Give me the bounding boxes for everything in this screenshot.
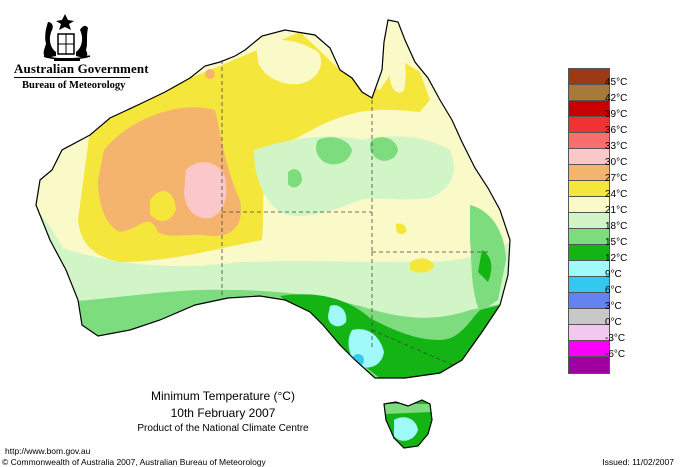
issued-date: Issued: 11/02/2007 (602, 457, 674, 467)
mainland-coastline (35, 19, 511, 379)
legend-swatch (569, 341, 609, 357)
legend-swatch (569, 181, 609, 197)
legend-swatch (569, 309, 609, 325)
legend-tick-label: 21°C (605, 205, 628, 216)
legend-tick-label: 3°C (605, 301, 622, 312)
legend-tick-label: 42°C (605, 93, 628, 104)
legend-swatch (569, 277, 609, 293)
map-title: Minimum Temperature (°C) (151, 389, 295, 403)
legend-swatch (569, 213, 609, 229)
color-legend (568, 68, 610, 374)
legend-tick-label: 39°C (605, 109, 628, 120)
legend-tick-label: 45°C (605, 77, 628, 88)
legend-swatch (569, 293, 609, 309)
state-borders (221, 60, 490, 367)
tasmania-zones (384, 400, 432, 448)
legend-swatch (569, 261, 609, 277)
map-date: 10th February 2007 (170, 406, 276, 420)
legend-swatch (569, 117, 609, 133)
legend-swatch (569, 229, 609, 245)
legend-tick-label: 0°C (605, 317, 622, 328)
legend-tick-label: 36°C (605, 125, 628, 136)
legend-swatch (569, 101, 609, 117)
legend-tick-label: 9°C (605, 269, 622, 280)
legend-tick-label: -6°C (605, 349, 626, 360)
government-name: Australian Government (14, 61, 149, 76)
legend-swatch (569, 165, 609, 181)
legend-swatch (569, 133, 609, 149)
map-product: Product of the National Climate Centre (137, 423, 309, 434)
legend-swatch (569, 69, 609, 85)
commonwealth-coat-of-arms-icon (43, 14, 91, 61)
legend-tick-label: 12°C (605, 253, 628, 264)
legend-swatch (569, 85, 609, 101)
legend-tick-label: 30°C (605, 157, 628, 168)
legend-tick-label: 6°C (605, 285, 622, 296)
legend-tick-label: 24°C (605, 189, 628, 200)
legend-swatch (569, 245, 609, 261)
website-link[interactable]: http://www.bom.gov.au (5, 446, 91, 456)
legend-swatch (569, 149, 609, 165)
tasmania-coastline (383, 399, 433, 449)
legend-tick-label: -3°C (605, 333, 626, 344)
legend-swatch (569, 357, 609, 373)
bureau-name: Bureau of Meteorology (22, 80, 126, 91)
legend-tick-label: 18°C (605, 221, 628, 232)
legend-tick-label: 15°C (605, 237, 628, 248)
legend-tick-label: 27°C (605, 173, 628, 184)
legend-swatch (569, 325, 609, 341)
header-divider (14, 77, 130, 78)
copyright-notice: © Commonwealth of Australia 2007, Austra… (2, 457, 266, 467)
legend-tick-label: 33°C (605, 141, 628, 152)
legend-swatch (569, 197, 609, 213)
